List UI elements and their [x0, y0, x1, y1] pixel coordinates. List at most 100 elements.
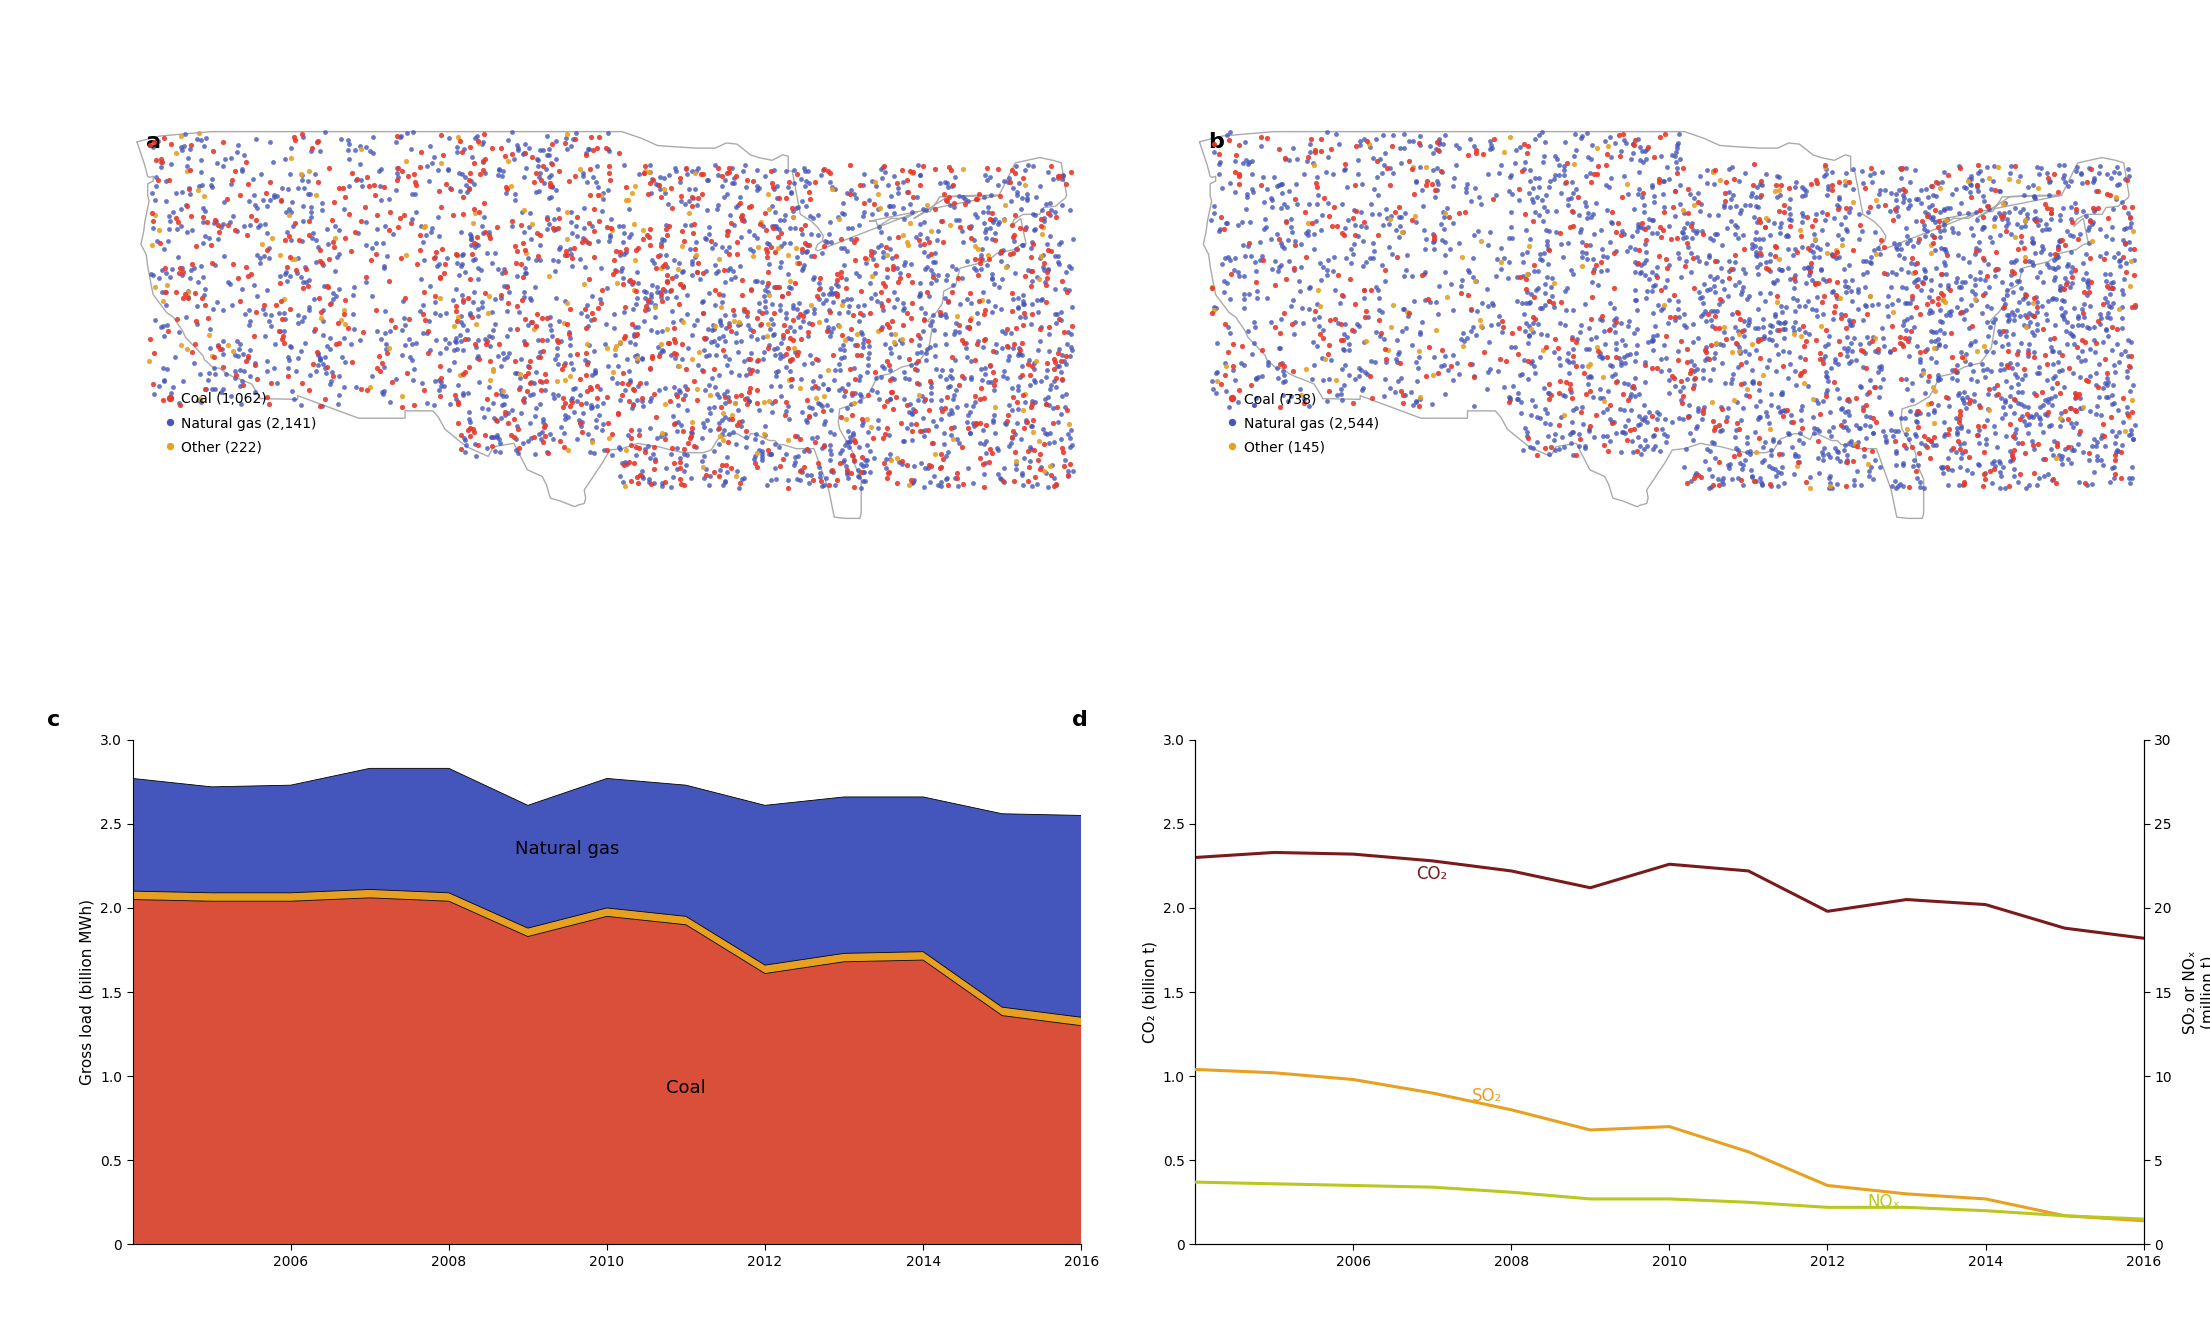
Point: [1706, 474, 1741, 495]
Point: [977, 423, 1012, 444]
Point: [482, 428, 517, 450]
Point: [820, 284, 855, 305]
Point: [225, 159, 261, 181]
Point: [307, 388, 343, 409]
Point: [663, 472, 698, 494]
Point: [457, 202, 493, 223]
Point: [559, 428, 594, 450]
Point: [1996, 425, 2031, 447]
Point: [305, 193, 340, 214]
Point: [298, 252, 334, 273]
Point: [2104, 442, 2139, 463]
Point: [307, 276, 343, 297]
Point: [1965, 218, 2000, 240]
Point: [2022, 356, 2058, 377]
Point: [1660, 290, 1695, 312]
Point: [206, 377, 241, 399]
Point: [625, 387, 661, 408]
Point: [2004, 432, 2040, 454]
Point: [822, 348, 857, 369]
Point: [296, 222, 332, 244]
Point: [891, 264, 926, 285]
Point: [621, 163, 656, 185]
Point: [1750, 356, 1786, 377]
Point: [1010, 349, 1045, 371]
Point: [387, 205, 422, 226]
Point: [1627, 218, 1662, 240]
Point: [451, 401, 486, 423]
Point: [1799, 170, 1834, 191]
Point: [1196, 278, 1231, 300]
Point: [1693, 334, 1728, 356]
Point: [1629, 411, 1664, 432]
Point: [716, 261, 751, 282]
Point: [2007, 185, 2042, 206]
Point: [2104, 280, 2139, 301]
Point: [614, 470, 650, 491]
Point: [1903, 364, 1938, 385]
Point: [1677, 187, 1713, 209]
Point: [676, 246, 712, 268]
Point: [1649, 425, 1684, 447]
Point: [1783, 409, 1819, 431]
Point: [714, 173, 749, 194]
Point: [937, 324, 972, 345]
Point: [265, 302, 301, 324]
Point: [1686, 360, 1722, 381]
Point: [1428, 218, 1463, 240]
Point: [1260, 367, 1295, 388]
Point: [343, 138, 378, 159]
Point: [1293, 277, 1328, 298]
Point: [2055, 316, 2091, 337]
Point: [1945, 443, 1980, 464]
Point: [592, 170, 628, 191]
Point: [687, 379, 723, 400]
Point: [1764, 400, 1799, 421]
Point: [1967, 191, 2002, 213]
Point: [906, 388, 941, 409]
Point: [734, 359, 769, 380]
Point: [1978, 265, 2013, 286]
Point: [656, 249, 692, 270]
Point: [769, 478, 804, 499]
Point: [135, 373, 170, 395]
Point: [771, 217, 807, 238]
Point: [155, 258, 190, 280]
Point: [524, 372, 559, 393]
Point: [1218, 248, 1253, 269]
Point: [1536, 429, 1571, 451]
Point: [913, 244, 948, 265]
Point: [780, 246, 815, 268]
Point: [1704, 290, 1739, 312]
Point: [530, 442, 566, 463]
Point: [1030, 423, 1065, 444]
Point: [714, 408, 749, 429]
Point: [855, 447, 891, 468]
Point: [2093, 284, 2128, 305]
Point: [935, 274, 970, 296]
Point: [1562, 127, 1598, 149]
Point: [2062, 471, 2097, 492]
Point: [1978, 308, 2013, 329]
Point: [1304, 269, 1339, 290]
Point: [683, 450, 718, 471]
Point: [2093, 407, 2128, 428]
Point: [1960, 395, 1996, 416]
Point: [1839, 349, 1874, 371]
Point: [1054, 340, 1090, 361]
Point: [1474, 138, 1509, 159]
Point: [1737, 421, 1772, 443]
Point: [360, 357, 396, 379]
Point: [1682, 201, 1717, 222]
Point: [1640, 408, 1675, 429]
Point: [1865, 237, 1901, 258]
Point: [824, 193, 860, 214]
Point: [869, 333, 904, 355]
Point: [1425, 229, 1461, 250]
Point: [2007, 442, 2042, 463]
Point: [937, 467, 972, 488]
Point: [601, 439, 636, 460]
Point: [144, 151, 179, 173]
Point: [924, 475, 959, 496]
Point: [663, 451, 698, 472]
